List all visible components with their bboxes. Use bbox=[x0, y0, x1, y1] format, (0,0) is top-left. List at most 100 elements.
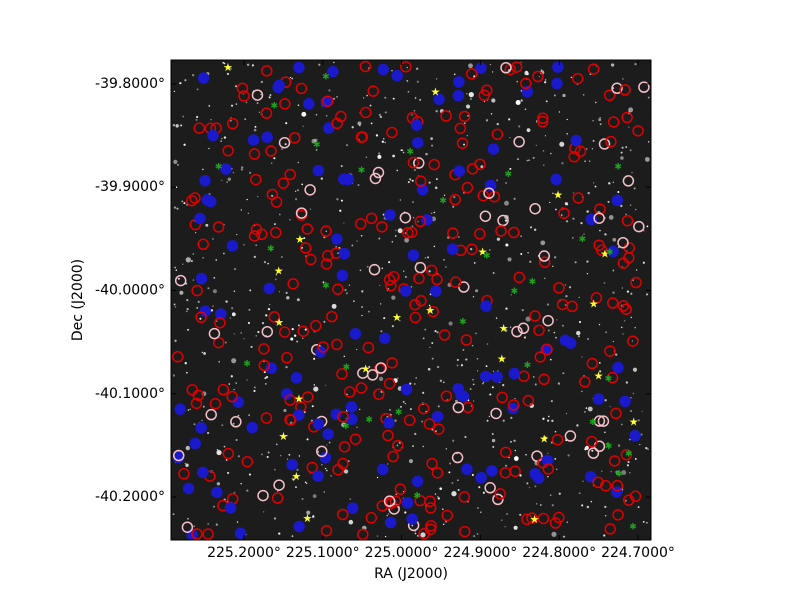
sky-star bbox=[263, 261, 267, 264]
sky-star bbox=[552, 192, 554, 194]
source-marker bbox=[208, 327, 221, 340]
sky-star bbox=[184, 462, 186, 465]
sky-star bbox=[296, 298, 300, 302]
source-marker bbox=[500, 62, 512, 74]
sky-star bbox=[513, 197, 516, 200]
source-marker bbox=[619, 84, 631, 96]
source-marker bbox=[336, 368, 348, 380]
sky-star bbox=[559, 141, 565, 147]
source-marker bbox=[273, 79, 285, 92]
source-marker bbox=[224, 502, 237, 514]
source-marker bbox=[293, 409, 305, 421]
sky-star bbox=[215, 320, 218, 322]
source-marker bbox=[277, 177, 290, 189]
sky-star bbox=[563, 535, 566, 538]
source-marker bbox=[365, 512, 378, 524]
sky-star bbox=[331, 303, 337, 309]
source-marker bbox=[622, 175, 635, 187]
sky-star bbox=[631, 171, 633, 174]
sky-star bbox=[231, 358, 237, 364]
sky-star bbox=[558, 492, 561, 495]
sky-star bbox=[496, 237, 501, 241]
sky-star bbox=[623, 319, 626, 322]
sky-star bbox=[411, 524, 414, 527]
source-marker bbox=[392, 439, 404, 452]
sky-star bbox=[314, 138, 318, 142]
sky-star bbox=[615, 470, 619, 474]
green-star-marker: ✱ bbox=[529, 278, 537, 288]
yellow-star-marker: ★ bbox=[425, 304, 435, 317]
source-marker bbox=[484, 482, 496, 494]
source-marker bbox=[593, 415, 606, 427]
sky-star bbox=[584, 160, 586, 163]
source-marker bbox=[343, 386, 356, 398]
sky-star bbox=[315, 114, 318, 116]
sky-star bbox=[605, 331, 608, 334]
sky-star bbox=[203, 352, 206, 355]
sky-star bbox=[492, 445, 495, 448]
sky-star bbox=[479, 511, 482, 514]
sky-star bbox=[407, 181, 410, 184]
sky-content: ★★ ★★★★★★★★★★★★★★★★★★★★✱✱✱✱✱✱✱✱✱✱✱✱✱✱✱✱✱✱… bbox=[172, 60, 650, 541]
sky-star bbox=[629, 472, 631, 474]
source-marker bbox=[564, 430, 577, 442]
sky-star bbox=[384, 96, 387, 99]
source-marker bbox=[402, 227, 414, 239]
source-marker bbox=[410, 119, 423, 131]
sky-star bbox=[208, 147, 210, 150]
sky-star bbox=[279, 454, 282, 457]
sky-star bbox=[175, 124, 179, 128]
sky-star bbox=[550, 400, 553, 403]
sky-star bbox=[176, 207, 179, 210]
sky-star bbox=[399, 199, 401, 201]
sky-star bbox=[359, 408, 361, 411]
sky-star bbox=[248, 308, 251, 311]
sky-star bbox=[553, 94, 556, 97]
sky-star bbox=[289, 218, 291, 221]
plot-frame bbox=[170, 59, 652, 541]
sky-star bbox=[598, 118, 602, 122]
source-marker bbox=[414, 175, 427, 187]
source-marker bbox=[451, 451, 464, 464]
sky-star bbox=[302, 125, 304, 127]
source-marker bbox=[331, 117, 343, 130]
sky-star bbox=[343, 355, 345, 358]
sky-star bbox=[492, 272, 495, 275]
sky-star bbox=[185, 463, 189, 467]
source-marker bbox=[207, 129, 219, 142]
source-marker bbox=[369, 172, 382, 185]
source-marker bbox=[378, 332, 391, 344]
sky-star bbox=[434, 493, 437, 495]
sky-star bbox=[223, 136, 227, 139]
source-marker bbox=[306, 461, 318, 474]
sky-star bbox=[578, 296, 580, 299]
source-marker bbox=[529, 310, 541, 322]
yellow-star-marker: ★ bbox=[629, 416, 639, 429]
sky-star bbox=[553, 256, 557, 259]
sky-star bbox=[313, 386, 319, 392]
sky-star bbox=[235, 438, 238, 441]
sky-star bbox=[476, 370, 479, 372]
sky-star bbox=[492, 370, 495, 372]
source-marker bbox=[533, 324, 545, 337]
sky-star bbox=[172, 513, 175, 516]
source-marker bbox=[260, 65, 273, 77]
source-marker bbox=[286, 458, 298, 471]
source-marker bbox=[383, 273, 396, 286]
source-marker bbox=[386, 126, 398, 139]
sky-star bbox=[414, 97, 417, 99]
source-marker bbox=[438, 329, 451, 341]
sky-star bbox=[378, 237, 381, 240]
source-marker bbox=[453, 76, 465, 88]
sky-star bbox=[175, 186, 178, 188]
source-marker bbox=[394, 483, 407, 495]
sky-star bbox=[413, 168, 417, 172]
sky-star bbox=[591, 148, 594, 150]
green-star-marker: ✱ bbox=[395, 408, 403, 418]
source-marker bbox=[452, 401, 465, 414]
x-tick-label: 224.9000° bbox=[443, 545, 517, 561]
sky-star bbox=[243, 338, 245, 340]
sky-star bbox=[436, 331, 439, 334]
sky-star bbox=[548, 415, 550, 418]
